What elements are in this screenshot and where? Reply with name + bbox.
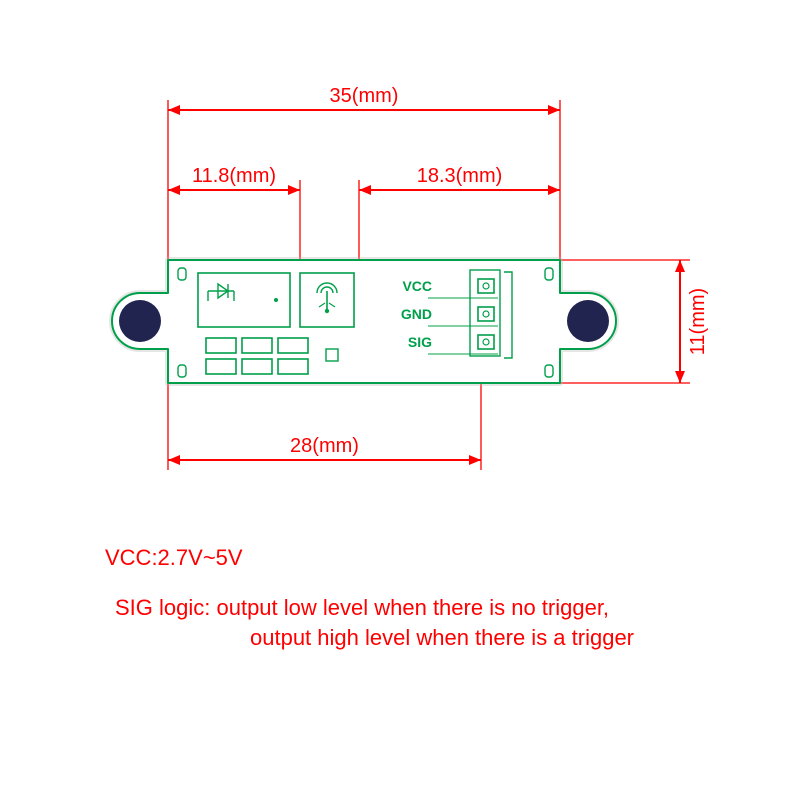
pin-label: VCC: [402, 278, 432, 294]
pin-label: SIG: [408, 334, 432, 350]
sensor-right: [567, 300, 609, 342]
board-outline: [112, 260, 616, 383]
svg-text:28(mm): 28(mm): [290, 435, 359, 457]
pin-label: GND: [401, 306, 432, 322]
notes: VCC:2.7V~5V SIG logic: output low level w…: [105, 545, 634, 650]
note-sig-line1: SIG logic: output low level when there i…: [115, 595, 609, 620]
svg-text:35(mm): 35(mm): [330, 85, 399, 107]
sensor-left: [119, 300, 161, 342]
note-sig-line2: output high level when there is a trigge…: [250, 625, 634, 650]
note-vcc: VCC:2.7V~5V: [105, 545, 243, 570]
pcb-board: VCC GND SIG: [112, 260, 616, 383]
svg-text:11.8(mm): 11.8(mm): [192, 165, 276, 187]
svg-text:18.3(mm): 18.3(mm): [417, 165, 503, 187]
svg-text:11(mm): 11(mm): [687, 288, 709, 355]
